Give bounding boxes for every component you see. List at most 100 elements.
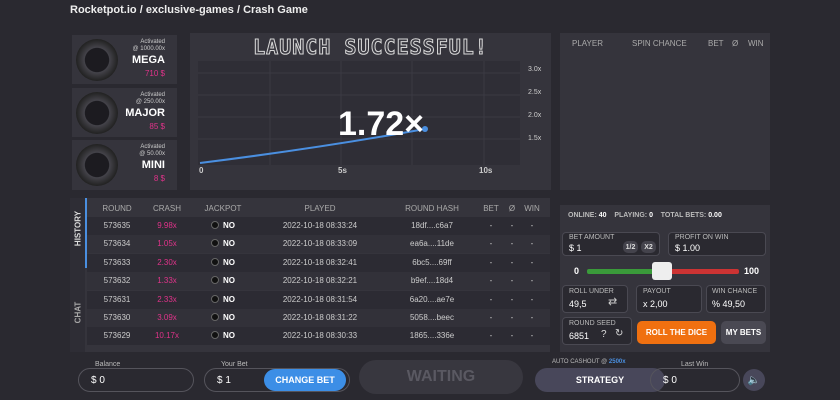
slider-green (587, 269, 661, 274)
cell: 573634 (103, 239, 131, 249)
multiplier: 1.72× (338, 105, 425, 143)
cell: - (489, 276, 493, 286)
cell: 573635 (103, 221, 131, 230)
value: 6851 (569, 331, 590, 341)
slider-min: 0 (574, 266, 580, 276)
cell: 573629 (103, 331, 131, 341)
label: Balance (93, 361, 123, 368)
curve-head (422, 126, 428, 132)
row-bg (87, 235, 550, 254)
win-chance[interactable]: WIN CHANCE % 49,50 (706, 285, 766, 313)
cell: 10.17x (154, 331, 180, 341)
y-label: 2.5x (528, 89, 542, 96)
cell: NO (183, 331, 263, 340)
cell: 573633 (103, 257, 131, 267)
sep: / (139, 4, 143, 16)
cell: - (510, 239, 514, 249)
slider-max: 100 (744, 266, 760, 276)
auto-cashout: AUTO CASHOUT @ 2500x (552, 359, 626, 365)
cell: - (530, 257, 534, 267)
value: 0 (649, 212, 653, 219)
cell: - (510, 313, 514, 322)
crumb[interactable]: exclusive-games (145, 4, 234, 16)
cell: 573632 (103, 276, 131, 286)
cell: 2022-10-18 08:32:41 (282, 257, 358, 267)
swap-icon[interactable]: ⇄ (608, 296, 618, 308)
label: PAYOUT (643, 288, 671, 295)
bar (177, 88, 183, 137)
value: $ 1 (569, 243, 582, 253)
payout[interactable]: PAYOUT x 2,00 (636, 285, 702, 313)
cell: 2.33x (157, 294, 177, 304)
active-tab-marker (85, 198, 87, 268)
cell: 2.30x (157, 257, 177, 267)
cell: - (530, 331, 534, 341)
threshold: @ 250.00x (135, 99, 165, 105)
cell: NO (183, 276, 263, 285)
grid (198, 61, 520, 165)
cell: - (510, 221, 514, 230)
jackpot-icon (211, 331, 219, 340)
jackpot-icon (211, 221, 219, 229)
cell: 1.33x (157, 276, 177, 286)
banner: LAUNCH SUCCESSFUL! (253, 35, 488, 60)
sound-button[interactable]: 🔈 (743, 369, 765, 391)
cell: b9ef....18d4 (410, 276, 454, 286)
roll-under[interactable]: ROLL UNDER 49,5 ⇄ (562, 285, 628, 313)
cell: NO (183, 294, 263, 304)
cell: ea6a....11de (410, 239, 454, 249)
half-button[interactable]: 1/2 (623, 241, 638, 253)
x-label: 5s (338, 166, 347, 175)
jackpot-value: NO (223, 294, 235, 304)
help[interactable]: ? (601, 329, 607, 340)
cell: 1.05x (157, 239, 177, 249)
cell: NO (183, 257, 263, 267)
cell: 9.98x (157, 221, 177, 230)
row-bg (87, 272, 550, 291)
change-bet-button[interactable]: CHANGE BET (264, 369, 346, 391)
your-bet-box[interactable]: Your Bet $ 1 CHANGE BET (204, 361, 350, 392)
slider-handle[interactable] (652, 262, 672, 280)
label: BET AMOUNT (569, 234, 615, 241)
double-button[interactable]: X2 (641, 241, 656, 253)
value: 49,5 (569, 299, 587, 309)
x-label: 0 (199, 166, 204, 175)
label: Your Bet (219, 361, 250, 368)
name: MAJOR (125, 107, 165, 119)
jackpot-card: Activated @ 250.00x MAJOR 85 $ (72, 88, 183, 137)
cell: - (510, 331, 514, 341)
value: $ 0 (663, 375, 677, 386)
jackpot-icon (211, 239, 219, 248)
jackpot-value: NO (223, 313, 235, 322)
bet-input[interactable]: BET AMOUNT $ 1 1/2 X2 (562, 232, 660, 256)
cell: - (489, 294, 493, 304)
roll-button[interactable]: ROLL THE DICE (637, 321, 716, 344)
row-bg (87, 290, 550, 309)
label: PLAYING: (614, 212, 648, 219)
column-header: Ø (732, 39, 739, 48)
jackpot-icon (211, 276, 219, 285)
row-bg (87, 253, 550, 272)
waiting-button[interactable]: WAITING (359, 360, 523, 394)
column-header: Ø (508, 204, 516, 213)
cell: 3.09x (157, 313, 177, 322)
name: MEGA (132, 54, 165, 66)
jackpot-value: NO (223, 276, 235, 286)
cell: 18df....c6a7 (411, 221, 453, 230)
crumb[interactable]: Rocketpot.io (70, 4, 137, 16)
sep: / (236, 4, 240, 16)
jackpot-icon (211, 257, 219, 266)
refresh-icon[interactable]: ↻ (615, 328, 624, 339)
status: Activated (140, 92, 165, 98)
my-bets-button[interactable]: MY BETS (721, 321, 766, 344)
row-bg (87, 309, 550, 327)
jackpot-card: Activated @ 1000.00x MEGA 710 $ (72, 35, 183, 84)
status: Activated (140, 39, 165, 45)
stats: ONLINE: 40 PLAYING: 0 TOTAL BETS: 0.00 (568, 212, 722, 219)
strategy-button[interactable]: STRATEGY (535, 368, 665, 392)
value: x 2,00 (643, 299, 668, 309)
cell: - (489, 239, 493, 249)
tab-bar (70, 198, 85, 352)
y-label: 3.0x (528, 66, 542, 73)
cell: - (530, 276, 534, 286)
